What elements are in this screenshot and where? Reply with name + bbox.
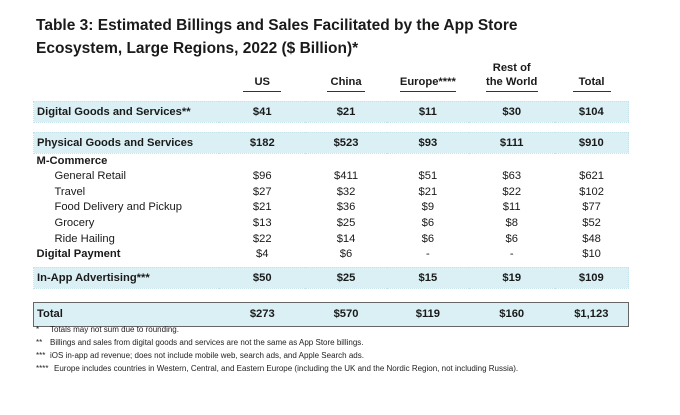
cell-europe: $9 [421,201,435,214]
footnote: **** Europe includes countries in Wester… [36,362,656,375]
cell-total: $621 [579,170,604,183]
cell-us: $22 [252,232,272,245]
cell-china: $6 [339,247,353,260]
cell-china: $14 [336,232,356,245]
footnote-text: Europe includes countries in Western, Ce… [54,364,519,373]
cell-total: $52 [582,217,601,230]
cell-europe: $6 [421,217,435,230]
cell-europe: $119 [386,301,469,327]
footnote-marker: * [36,325,40,334]
cell-rest-of-world: $19 [468,266,555,289]
table-row: General Retail $96 $411 $51 $63 $621 [34,169,629,185]
cell-us: $41 [219,100,306,123]
cell-china: $36 [336,201,356,214]
cell-rest-of-world: $6 [505,232,518,245]
cell-rest-of-world: $8 [505,217,518,230]
cell-total: $910 [554,131,629,154]
footnote-marker: ** [36,338,43,347]
cell-europe: - [425,247,430,260]
row-label: Travel [54,185,86,198]
footnote: * Totals may not sum due to rounding. [36,323,656,336]
table-header-row: US China Europe**** Rest of the World To… [34,55,629,95]
cell-total: $77 [582,201,601,214]
cell-china: $411 [334,170,359,183]
footnote: *** iOS in-app ad revenue; does not incl… [36,349,656,362]
cell-rest-of-world: $22 [502,185,522,198]
table-row: Digital Goods and Services** $41 $21 $11… [33,100,629,123]
header-europe: Europe**** [387,55,469,95]
section-label-mcommerce: M-Commerce [36,155,108,167]
cell-total: $102 [579,185,604,198]
cell-total: $48 [582,232,601,245]
row-label: Grocery [54,217,95,230]
total-row: Total $273 $570 $119 $160 $1,123 [33,301,629,327]
row-label: General Retail [54,170,127,183]
table-row: Ride Hailing $22 $14 $6 $6 $48 [34,231,629,247]
cell-us: $50 [219,266,306,289]
cell-us: $13 [252,217,272,230]
table-row: Grocery $13 $25 $6 $8 $52 [34,215,629,231]
cell-rest-of-world: $111 [468,131,555,154]
cell-china: $25 [305,266,387,289]
row-label: Food Delivery and Pickup [54,201,182,214]
cell-europe: $11 [386,100,469,123]
row-label: Ride Hailing [54,232,115,245]
cell-europe: $15 [386,266,469,289]
header-blank [34,55,220,95]
cell-europe: $51 [418,170,438,183]
cell-total: $1,123 [554,301,629,327]
cell-china: $32 [336,185,356,198]
cell-total: $10 [582,247,601,260]
row-label: Digital Goods and Services** [33,100,220,123]
footnote: ** Billings and sales from digital goods… [36,336,656,349]
cell-total: $104 [554,100,629,123]
header-us: US [219,55,305,95]
cell-rest-of-world: $63 [502,170,522,183]
footnotes: * Totals may not sum due to rounding. **… [36,323,656,375]
cell-europe: $21 [418,185,438,198]
billings-table: US China Europe**** Rest of the World To… [33,55,629,327]
footnote-marker: **** [36,364,49,373]
header-rest-of-world: Rest of the World [469,55,555,95]
cell-us: $182 [219,131,306,154]
cell-rest-of-world: - [509,247,514,260]
table-row: In-App Advertising*** $50 $25 $15 $19 $1… [33,266,629,289]
cell-china: $25 [336,217,356,230]
table-row: Physical Goods and Services $182 $523 $9… [33,131,629,154]
cell-us: $4 [256,247,269,260]
table-row: Travel $27 $32 $21 $22 $102 [34,184,629,200]
cell-rest-of-world: $30 [468,100,555,123]
cell-europe: $93 [386,131,469,154]
footnote-text: iOS in-app ad revenue; does not include … [50,351,364,360]
cell-china: $21 [305,100,387,123]
cell-us: $96 [252,170,272,183]
header-total: Total [555,55,629,95]
row-label: Physical Goods and Services [33,131,220,154]
row-label: Total [33,301,220,327]
cell-china: $570 [305,301,387,327]
footnote-text: Billings and sales from digital goods an… [50,338,364,347]
table-row: Food Delivery and Pickup $21 $36 $9 $11 … [34,200,629,216]
cell-rest-of-world: $11 [502,201,521,214]
row-label: Digital Payment [36,247,121,260]
row-label: In-App Advertising*** [33,266,220,289]
table-title: Table 3: Estimated Billings and Sales Fa… [36,17,518,57]
cell-china: $523 [305,131,387,154]
cell-us: $273 [219,301,306,327]
cell-total: $109 [554,266,629,289]
table-row: Digital Payment $4 $6 - - $10 [34,246,629,261]
section-row: M-Commerce [34,153,629,169]
header-china: China [305,55,387,95]
cell-us: $21 [252,201,272,214]
cell-us: $27 [252,185,272,198]
cell-rest-of-world: $160 [468,301,555,327]
footnote-marker: *** [36,351,46,360]
cell-europe: $6 [421,232,435,245]
footnote-text: Totals may not sum due to rounding. [50,325,179,334]
